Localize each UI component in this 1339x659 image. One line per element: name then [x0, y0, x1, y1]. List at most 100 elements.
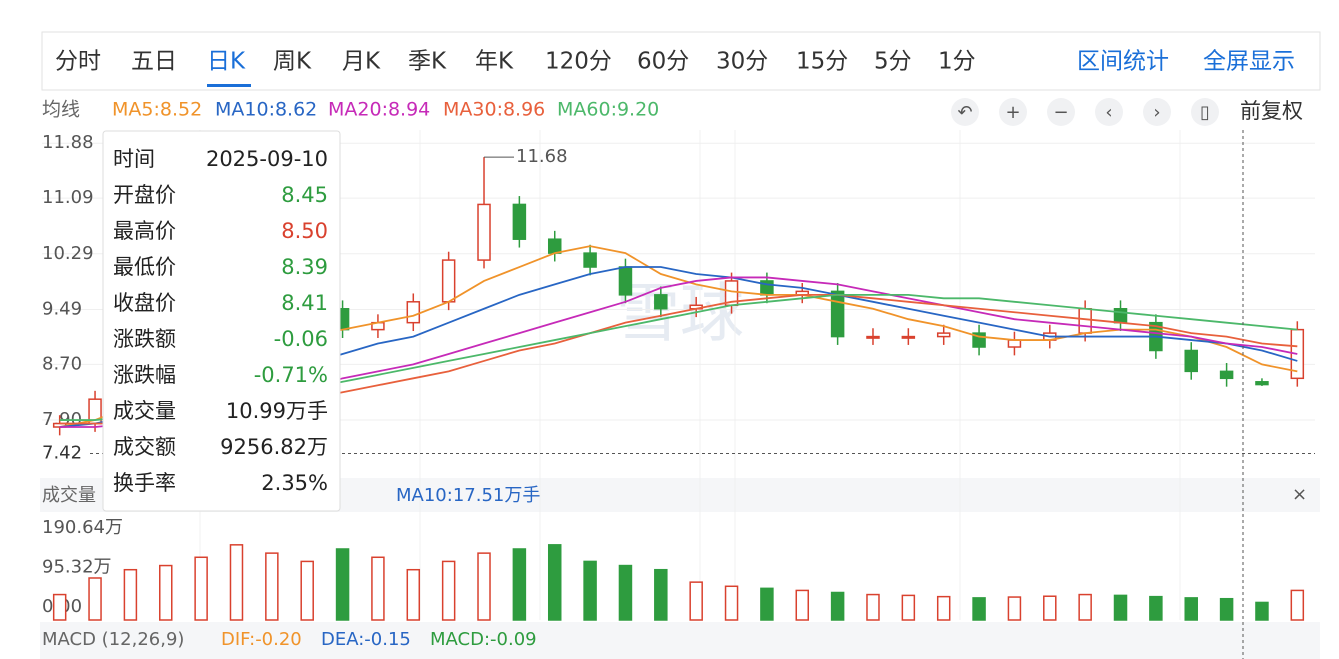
tooltip-value: 8.50: [281, 219, 328, 243]
adjust[interactable]: 前复权: [1240, 99, 1303, 123]
volume-bar: [441, 560, 456, 621]
tab[interactable]: 周K: [273, 49, 312, 75]
volume-bar: [123, 568, 138, 621]
tooltip-label: 涨跌幅: [113, 363, 176, 387]
tool-button[interactable]: [951, 98, 979, 126]
tab[interactable]: 15分: [796, 49, 848, 75]
close-button[interactable]: ×: [1292, 484, 1307, 505]
volume-bar: [1078, 593, 1092, 621]
macd-legend-item: MACD:-0.09: [430, 629, 537, 650]
volume-bar: [1007, 596, 1022, 621]
macd-header: [40, 622, 1320, 659]
ma-legend-item: MA5:8.52: [112, 99, 202, 121]
volume-bar: [724, 585, 739, 621]
candle-body: [583, 252, 597, 268]
volume-bar: [1043, 595, 1057, 621]
tab[interactable]: 五日: [131, 49, 177, 75]
candle-body: [406, 301, 421, 324]
tab[interactable]: 日K: [207, 49, 246, 75]
tab[interactable]: 1分: [938, 49, 976, 75]
tooltip-label: 成交额: [113, 435, 176, 459]
volume-tick-label: 95.32万: [42, 556, 112, 577]
volume-bar: [477, 552, 491, 621]
candle-body: [618, 266, 633, 296]
volume-bar: [972, 597, 986, 621]
volume-bar: [335, 548, 350, 621]
tooltip-value: -0.06: [274, 327, 328, 351]
candle-body: [547, 238, 562, 254]
candle-body: [830, 290, 845, 338]
volume-bar: [901, 594, 916, 621]
volume-bar: [1255, 601, 1269, 621]
tooltip-value: 2025-09-10: [206, 147, 328, 171]
tool-button[interactable]: [1143, 98, 1171, 126]
volume-bar: [371, 556, 385, 621]
volume-legend-item: 成交量: [42, 485, 96, 506]
tab[interactable]: 分时: [55, 49, 101, 75]
candle-body: [477, 203, 491, 261]
volume-bar: [194, 556, 208, 621]
macd-legend-item: DIF:-0.20: [221, 629, 302, 650]
y-tick-label: 11.09: [42, 187, 94, 208]
tool-icon: ▯: [1200, 102, 1210, 123]
ma-legend-item: MA30:8.96: [443, 99, 545, 121]
volume-bar: [618, 564, 633, 621]
candle-body: [1255, 381, 1269, 386]
volume-bar: [1149, 595, 1163, 621]
tooltip-value: 8.39: [281, 255, 328, 279]
candle-body: [512, 203, 527, 240]
candle-body: [441, 259, 456, 303]
ma-legend-item: MA10:8.62: [215, 99, 317, 121]
peak-label: 11.68: [516, 146, 568, 167]
tooltip-label: 成交量: [113, 399, 176, 423]
candle-body: [901, 335, 916, 339]
volume-bar: [1113, 594, 1128, 621]
tool-icon: ‹: [1105, 102, 1112, 123]
tooltip-value: 9256.82万: [220, 435, 328, 459]
volume-bar: [760, 587, 774, 621]
tool-button[interactable]: [999, 98, 1027, 126]
tooltip-label: 时间: [113, 147, 155, 171]
tool-icon: −: [1053, 102, 1068, 123]
candle-body: [1184, 349, 1198, 373]
action[interactable]: 区间统计: [1077, 49, 1169, 75]
macd-legend-item: MACD (12,26,9): [42, 629, 184, 650]
ma-legend-item: MA20:8.94: [328, 99, 430, 121]
tool-button[interactable]: [1047, 98, 1075, 126]
y-tick-label: 11.88: [42, 132, 94, 153]
candle-body: [866, 335, 880, 339]
candle-body: [936, 332, 951, 338]
volume-bar: [830, 591, 845, 621]
tooltip-label: 涨跌额: [113, 327, 176, 351]
tooltip-label: 最低价: [113, 255, 176, 279]
y-tick-label: 8.70: [42, 353, 82, 374]
tab[interactable]: 月K: [342, 49, 381, 75]
tab[interactable]: 60分: [637, 49, 689, 75]
tab[interactable]: 季K: [408, 49, 447, 75]
tooltip-label: 收盘价: [113, 291, 176, 315]
candle-body: [1113, 308, 1128, 324]
volume-bar: [689, 581, 703, 621]
volume-bar: [1219, 597, 1234, 621]
tooltip-value: 2.35%: [261, 471, 328, 495]
volume-bar: [936, 595, 951, 621]
macd-legend-item: DEA:-0.15: [321, 629, 411, 650]
volume-bar: [1184, 597, 1198, 621]
tooltip-value: 8.41: [281, 291, 328, 315]
tab[interactable]: 5分: [874, 49, 912, 75]
candle-body: [1219, 370, 1234, 380]
tab[interactable]: 30分: [716, 49, 768, 75]
tool-button[interactable]: [1095, 98, 1123, 126]
volume-legend-item: MA10:17.51万手: [396, 485, 540, 506]
action[interactable]: 全屏显示: [1203, 49, 1295, 75]
tab[interactable]: 年K: [475, 49, 514, 75]
volume-bar: [52, 593, 67, 621]
volume-bar: [229, 544, 244, 621]
tool-button[interactable]: [1191, 98, 1219, 126]
volume-bar: [583, 560, 597, 621]
tab[interactable]: 120分: [545, 49, 612, 75]
candle-body: [654, 294, 668, 310]
tooltip-value: -0.71%: [254, 363, 328, 387]
